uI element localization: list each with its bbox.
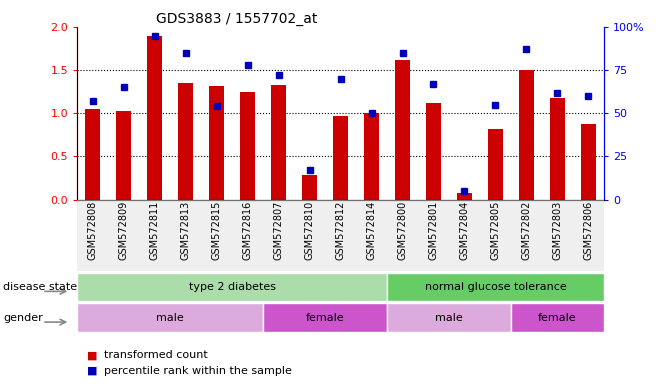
Bar [232,200,263,271]
Text: GSM572806: GSM572806 [583,201,593,260]
Bar [209,86,224,200]
Bar [511,303,604,332]
Bar [580,124,596,200]
Text: GSM572801: GSM572801 [429,201,438,260]
Bar [542,200,573,271]
Bar [387,273,604,301]
Text: GSM572805: GSM572805 [491,201,501,260]
Text: female: female [538,313,577,323]
Text: GSM572803: GSM572803 [552,201,562,260]
Bar [77,273,387,301]
Text: GSM572810: GSM572810 [305,201,315,260]
Bar [325,200,356,271]
Text: disease state: disease state [3,282,77,292]
Bar [147,36,162,200]
Text: male: male [156,313,184,323]
Text: GSM572808: GSM572808 [88,201,98,260]
Bar [511,200,542,271]
Bar [271,85,287,200]
Bar [77,200,108,271]
Bar [77,303,263,332]
Text: GSM572815: GSM572815 [211,201,221,260]
Bar [573,200,604,271]
Bar [139,200,170,271]
Text: gender: gender [3,313,43,323]
Bar [240,92,256,200]
Text: GSM572802: GSM572802 [521,201,531,260]
Text: GSM572812: GSM572812 [336,201,346,260]
Bar [519,70,534,200]
Bar [356,200,387,271]
Bar [449,200,480,271]
Bar [263,303,387,332]
Bar [116,111,132,200]
Bar [85,109,101,200]
Text: GSM572813: GSM572813 [180,201,191,260]
Text: normal glucose tolerance: normal glucose tolerance [425,282,566,292]
Text: ■: ■ [87,350,98,360]
Text: GSM572800: GSM572800 [397,201,407,260]
Text: GSM572807: GSM572807 [274,201,284,260]
Bar [302,175,317,200]
Text: GSM572809: GSM572809 [119,201,129,260]
Bar [418,200,449,271]
Bar [425,103,442,200]
Text: transformed count: transformed count [104,350,208,360]
Text: male: male [435,313,463,323]
Text: GDS3883 / 1557702_at: GDS3883 / 1557702_at [156,12,317,26]
Bar [395,60,410,200]
Bar [387,303,511,332]
Bar [178,83,193,200]
Bar [488,129,503,200]
Text: percentile rank within the sample: percentile rank within the sample [104,366,292,376]
Text: female: female [306,313,344,323]
Bar [550,98,565,200]
Bar [364,113,379,200]
Bar [263,200,294,271]
Text: GSM572811: GSM572811 [150,201,160,260]
Bar [170,200,201,271]
Text: GSM572816: GSM572816 [243,201,252,260]
Bar [387,200,418,271]
Text: ■: ■ [87,366,98,376]
Bar [480,200,511,271]
Bar [457,193,472,200]
Text: GSM572804: GSM572804 [460,201,470,260]
Bar [294,200,325,271]
Bar [108,200,139,271]
Text: type 2 diabetes: type 2 diabetes [189,282,276,292]
Bar [333,116,348,200]
Bar [201,200,232,271]
Text: GSM572814: GSM572814 [366,201,376,260]
